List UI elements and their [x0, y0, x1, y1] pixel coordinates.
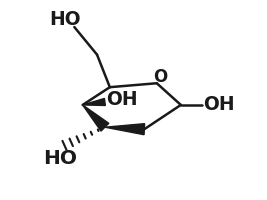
Text: OH: OH [203, 95, 235, 114]
Polygon shape [83, 98, 105, 105]
Text: HO: HO [43, 149, 77, 168]
Polygon shape [83, 105, 109, 131]
Text: O: O [153, 68, 167, 86]
Text: HO: HO [50, 10, 81, 29]
Polygon shape [105, 124, 145, 135]
Text: OH: OH [106, 90, 138, 109]
